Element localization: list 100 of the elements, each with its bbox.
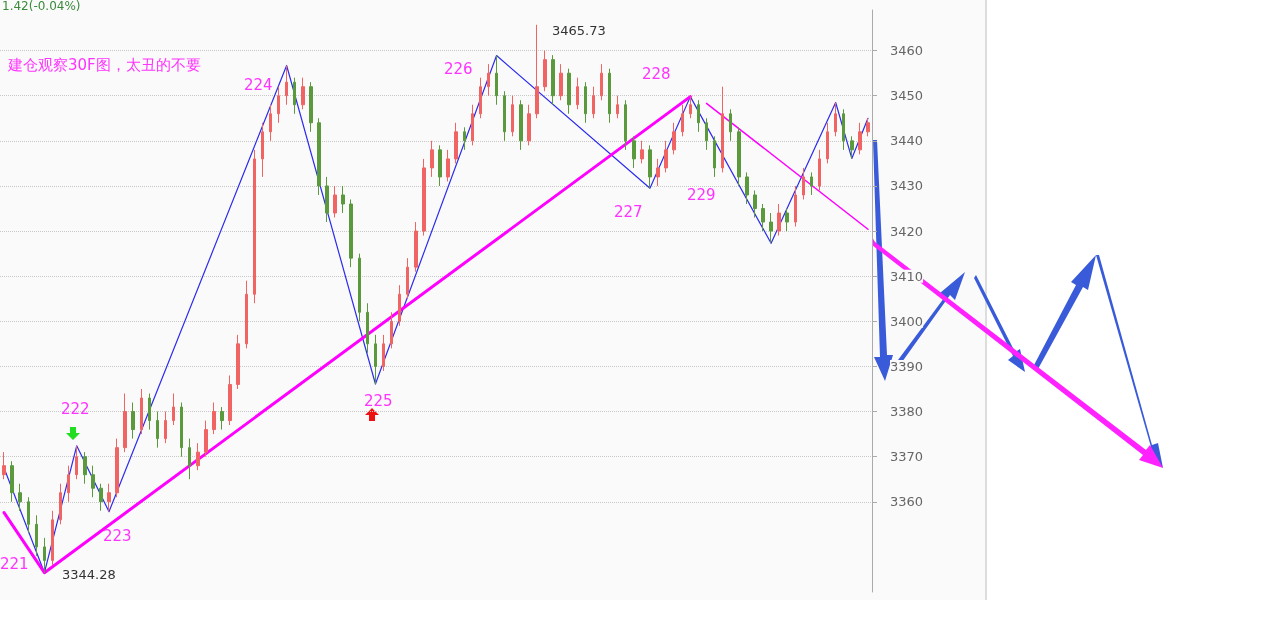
candlestick (471, 104, 474, 146)
y-tick-label: 3390 (890, 358, 924, 374)
candlestick (18, 483, 22, 512)
candlestick (269, 104, 272, 142)
candlestick (164, 411, 167, 444)
candlestick (414, 221, 418, 273)
candlestick (99, 483, 103, 512)
candlestick (567, 68, 571, 115)
candlestick (75, 445, 78, 480)
candlestick (495, 55, 498, 106)
candlestick (422, 158, 426, 237)
candlestick (454, 122, 458, 164)
candlestick (236, 334, 240, 390)
candlestick (794, 185, 797, 228)
candlestick (810, 171, 813, 196)
candlestick (487, 63, 490, 97)
candlestick (358, 253, 361, 322)
candlestick (463, 126, 466, 151)
candlestick (656, 158, 660, 187)
candlestick (511, 95, 514, 137)
candlestick (624, 99, 627, 151)
candlestick (559, 63, 563, 101)
candlestick (91, 465, 95, 498)
candlestick (374, 334, 377, 385)
candlestick (866, 117, 870, 137)
y-tick-label: 3380 (890, 404, 924, 420)
candlestick (608, 68, 611, 124)
y-tick-label: 3420 (890, 223, 924, 239)
candlestick (664, 140, 668, 173)
y-tick-label: 3360 (890, 494, 924, 510)
candlestick (705, 117, 708, 151)
y-tick-label: 3400 (890, 313, 924, 329)
candlestick (430, 140, 434, 178)
candlestick (67, 465, 70, 503)
candlestick (519, 99, 523, 151)
candlestick (713, 135, 716, 178)
candlestick (672, 122, 676, 155)
candlestick (406, 257, 409, 300)
chart-subtitle: 1.42(-0.04%) (2, 0, 81, 13)
candlestick (366, 302, 369, 354)
candlestick (761, 203, 765, 232)
candlestick (156, 411, 159, 449)
annotation: 建仓观察30F图，太丑的不要 (7, 55, 201, 74)
candlestick (293, 77, 296, 115)
candlestick (640, 140, 644, 164)
candlestick (785, 208, 789, 232)
candlestick (753, 189, 757, 219)
candlestick (309, 81, 313, 133)
candlestick (196, 442, 200, 471)
candlestick (27, 496, 30, 534)
candlestick (584, 81, 587, 124)
annotation: 222 (61, 399, 90, 418)
candlestick (479, 77, 482, 119)
candlestick (115, 438, 119, 498)
candlestick (59, 483, 62, 525)
candlestick (107, 483, 111, 513)
annotation: 3465.73 (552, 23, 606, 38)
candlestick (535, 24, 539, 119)
candlestick (325, 176, 329, 223)
y-tick-label: 3410 (890, 268, 924, 284)
candlestick (220, 406, 224, 431)
annotation: 3344.28 (62, 567, 116, 582)
candlestick (729, 108, 732, 142)
candlestick (769, 212, 773, 244)
candlestick (212, 402, 216, 435)
candlestick (818, 149, 821, 191)
candlestick (446, 149, 450, 182)
candlestick (737, 126, 741, 187)
candlestick (245, 280, 248, 349)
candlestick (261, 122, 264, 178)
annotation: 224 (244, 75, 273, 94)
y-tick-label: 3430 (890, 178, 924, 194)
y-tick-label: 3450 (890, 88, 924, 104)
candlestick (543, 50, 547, 92)
candlestick (123, 392, 127, 453)
candlestick (349, 198, 353, 268)
candlestick (382, 334, 385, 372)
candlestick (438, 144, 442, 187)
candlestick (503, 90, 506, 142)
candlestick (834, 101, 837, 137)
annotation: 228 (642, 64, 671, 83)
annotation: 226 (444, 59, 473, 78)
candlestick (301, 77, 305, 110)
candlestick (148, 392, 151, 431)
candlestick (172, 392, 175, 426)
candlestick (131, 402, 135, 440)
candlestick (616, 95, 619, 119)
candlestick (228, 374, 232, 426)
candlestick (527, 104, 531, 146)
candlestick (188, 438, 191, 480)
annotation: 225 (364, 391, 393, 410)
annotation: 221 (0, 554, 29, 573)
candlestick (745, 171, 749, 205)
candlestick (83, 451, 87, 485)
candlestick (850, 135, 854, 159)
candlestick (2, 451, 6, 480)
annotation: 227 (614, 202, 643, 221)
candlestick (398, 284, 401, 327)
candlestick (689, 96, 692, 119)
candlestick (317, 117, 321, 196)
